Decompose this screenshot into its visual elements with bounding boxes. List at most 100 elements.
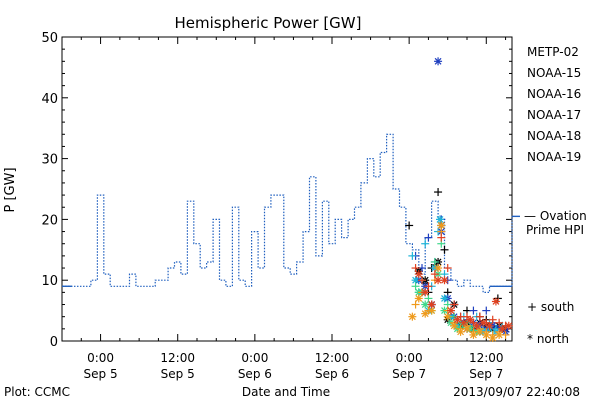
south-marker — [434, 188, 443, 197]
x-axis: 0:00 Sep 5 12:00 Sep 5 0:00 Sep 6 12:00 Sep 6 0:… — [61, 37, 507, 381]
north-marker — [408, 312, 417, 321]
south-marker — [430, 270, 439, 279]
south-marker — [440, 245, 449, 254]
ovation-label-line1: — Ovation — [524, 209, 587, 223]
south-marker — [408, 251, 417, 260]
north-marker — [437, 221, 446, 230]
north-marker — [466, 315, 475, 324]
north-marker — [475, 327, 484, 336]
marker-d2 — [498, 325, 506, 333]
north-marker — [434, 57, 443, 66]
marker-d2 — [447, 307, 455, 315]
north-marker — [479, 318, 488, 327]
legend: METP-02 NOAA-15 NOAA-16 NOAA-17 NOAA-18 NOAA-… — [527, 45, 581, 164]
y-tick-label: 50 — [41, 31, 58, 46]
ovation-label-line2: Prime HPI — [526, 223, 584, 237]
marker-d2 — [479, 319, 487, 327]
ovation-step-line — [62, 133, 512, 293]
x-tick-time: 0:00 — [87, 351, 114, 365]
marker-d2 — [444, 313, 452, 321]
marker-d2 — [421, 310, 429, 318]
marker-d2 — [486, 322, 493, 330]
marker-d2 — [441, 276, 448, 284]
footer-timestamp: 2013/09/07 22:40:08 — [453, 385, 580, 399]
plot-area — [61, 36, 513, 342]
south-marker — [469, 306, 478, 315]
marker-legend-north: * north — [527, 332, 569, 346]
marker-d2 — [473, 322, 481, 330]
south-marker — [495, 318, 504, 327]
north-marker — [504, 321, 513, 330]
footer-plot-credit: Plot: CCMC — [4, 385, 70, 399]
marker-d2 — [415, 270, 423, 278]
south-marker — [482, 306, 491, 315]
north-marker — [463, 324, 471, 333]
marker-d2 — [415, 295, 423, 302]
north-marker — [488, 333, 497, 342]
marker-d2 — [476, 328, 484, 336]
marker-legend-south: + south — [527, 300, 574, 314]
x-tick-date: Sep 6 — [238, 367, 272, 381]
north-marker — [459, 318, 468, 327]
marker-d2 — [470, 331, 477, 339]
marker-d2 — [434, 57, 442, 65]
south-marker — [418, 276, 426, 285]
north-marker — [421, 288, 430, 297]
north-marker — [421, 309, 430, 318]
x-tick-date: Sep 6 — [315, 367, 349, 381]
north-marker — [453, 315, 462, 324]
south-marker — [437, 233, 446, 242]
south-marker — [411, 282, 420, 291]
south-marker — [424, 294, 433, 303]
y-tick-label: 10 — [41, 274, 58, 289]
marker-d2 — [428, 301, 436, 308]
legend-entry: METP-02 — [527, 45, 579, 59]
north-marker — [485, 321, 494, 330]
south-marker — [424, 233, 433, 242]
north-marker — [446, 306, 455, 315]
x-tick-time: 0:00 — [396, 351, 423, 365]
north-marker — [440, 294, 449, 303]
marker-d2 — [492, 298, 500, 305]
x-tick-date: Sep 5 — [161, 367, 195, 381]
plot-border — [61, 36, 513, 342]
south-marker — [475, 312, 484, 321]
south-marker — [443, 264, 452, 273]
x-tick-time: 12:00 — [160, 351, 195, 365]
marker-d2 — [460, 319, 468, 327]
north-marker — [495, 330, 504, 339]
north-marker — [434, 264, 443, 273]
north-marker — [456, 327, 465, 336]
north-marker — [450, 321, 459, 330]
south-marker — [430, 257, 439, 266]
north-marker — [469, 330, 478, 339]
marker-d2 — [421, 288, 429, 296]
south-marker — [450, 300, 459, 309]
marker-d2 — [450, 322, 458, 330]
y-axis: 0 10 20 30 40 50 — [41, 31, 512, 350]
south-marker — [405, 221, 414, 230]
marker-d2 — [434, 276, 442, 284]
legend-entry: NOAA-17 — [527, 108, 581, 122]
y-tick-label: 20 — [41, 213, 58, 228]
x-tick-time: 12:00 — [469, 351, 504, 365]
north-marker — [436, 215, 444, 224]
marker-d2 — [428, 307, 436, 315]
x-axis-label: Date and Time — [242, 385, 330, 399]
marker-d2 — [489, 334, 497, 342]
north-marker — [443, 312, 452, 321]
marker-d2 — [463, 325, 471, 333]
south-marker — [421, 239, 430, 248]
north-marker — [440, 276, 449, 285]
y-tick-label: 40 — [41, 92, 58, 107]
marker-d2 — [453, 316, 461, 324]
x-tick-date: Sep 7 — [392, 367, 426, 381]
legend-entry: NOAA-15 — [527, 66, 581, 80]
x-tick-time: 0:00 — [241, 351, 268, 365]
satellite-markers — [405, 57, 513, 342]
marker-d2 — [466, 316, 474, 324]
south-marker — [411, 300, 420, 309]
y-tick-label: 0 — [50, 335, 58, 350]
y-tick-label: 30 — [41, 153, 58, 168]
